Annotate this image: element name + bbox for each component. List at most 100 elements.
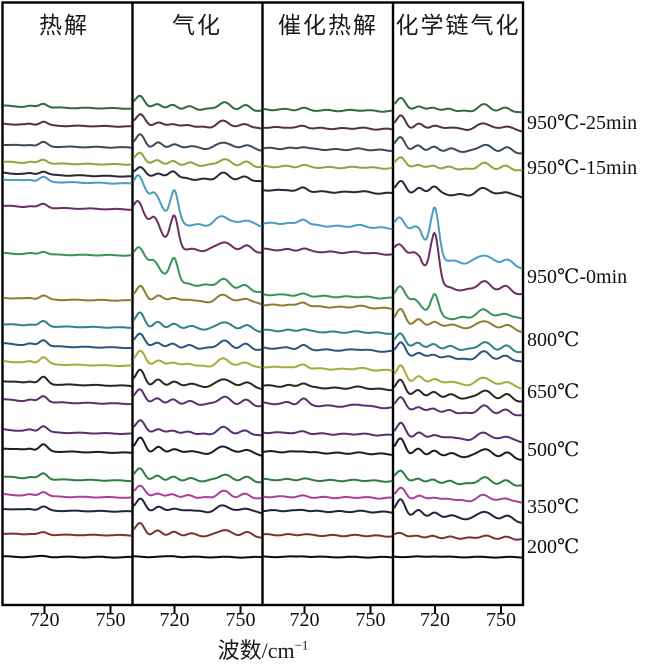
- spectrum-row14-panel4: [393, 396, 523, 417]
- spectrum-row5-panel3: [263, 186, 393, 195]
- spectrum-row10-panel2: [133, 311, 262, 333]
- spectrum-row16-panel2: [133, 436, 262, 457]
- x-tick-label: 720: [29, 609, 60, 631]
- spectrum-row20-panel4: [393, 531, 523, 541]
- spectrum-row10-panel4: [393, 332, 523, 354]
- temperature-label: 950℃-0min: [527, 266, 628, 288]
- spectrum-row10-panel1: [3, 320, 132, 329]
- temperature-label: 950℃-25min: [527, 112, 638, 134]
- spectrum-row13-panel1: [3, 375, 132, 388]
- spectrum-row3-panel1: [3, 140, 132, 149]
- spectrum-row9-panel2: [133, 284, 262, 306]
- spectrum-row17-panel1: [3, 472, 132, 483]
- spectrum-row13-panel2: [133, 368, 262, 390]
- panel-title-pyrolysis: 热解: [39, 13, 89, 38]
- temperature-label: 350℃: [527, 496, 580, 518]
- spectrum-row2-panel4: [393, 114, 523, 133]
- spectrum-row16-panel4: [393, 437, 523, 461]
- x-tick-label: 750: [95, 609, 126, 631]
- spectrum-row21-panel2: [133, 555, 262, 559]
- spectrum-row19-panel3: [263, 508, 393, 514]
- spectrum-row12-panel4: [393, 364, 523, 390]
- spectrum-row14-panel1: [3, 395, 132, 406]
- spectrum-row4-panel4: [393, 156, 523, 172]
- spectrum-row1-panel1: [3, 102, 132, 110]
- spectrum-row12-panel2: [133, 349, 262, 369]
- spectrum-row2-panel3: [263, 124, 393, 131]
- spectrum-row20-panel3: [263, 533, 393, 538]
- x-tick-label: 720: [289, 609, 320, 631]
- spectrum-row5-panel4: [393, 180, 523, 199]
- spectrum-row20-panel2: [133, 522, 262, 539]
- spectrum-row8-panel1: [3, 250, 132, 257]
- spectrum-row6-panel2: [133, 174, 262, 228]
- spectrum-row18-panel3: [263, 494, 393, 500]
- spectrum-row4-panel1: [3, 158, 132, 166]
- spectrum-row9-panel4: [393, 307, 523, 333]
- spectrum-row14-panel3: [263, 397, 393, 410]
- spectrum-row3-panel3: [263, 146, 393, 152]
- spectrum-row16-panel3: [263, 450, 393, 456]
- spectrum-row4-panel2: [133, 151, 262, 169]
- spectrum-row21-panel3: [263, 555, 393, 559]
- temperature-label: 500℃: [527, 439, 580, 461]
- spectrum-row11-panel4: [393, 341, 523, 363]
- spectrum-row8-panel3: [263, 292, 393, 300]
- spectrum-row10-panel3: [263, 328, 393, 335]
- spectrum-row7-panel2: [133, 200, 262, 254]
- spectrum-row5-panel1: [3, 170, 132, 178]
- spectrum-row6-panel3: [263, 218, 393, 230]
- spectrum-row1-panel4: [393, 96, 523, 114]
- panel-title-catalytic-pyrolysis: 催化热解: [278, 13, 378, 38]
- spectrum-row3-panel2: [133, 133, 262, 152]
- spectrum-row8-panel2: [133, 246, 262, 293]
- x-axis-title-text: 波数/cm: [217, 638, 295, 663]
- spectrum-row19-panel2: [133, 497, 262, 514]
- panel-title-gasification: 气化: [172, 13, 222, 38]
- panel-title-chemical-looping: 化学链气化: [395, 13, 521, 38]
- spectrum-row15-panel2: [133, 419, 262, 437]
- spectrum-row6-panel4: [393, 206, 523, 270]
- spectrum-row17-panel4: [393, 469, 523, 487]
- x-tick-label: 750: [355, 609, 386, 631]
- temperature-label: 200℃: [527, 536, 580, 558]
- spectrum-row3-panel4: [393, 136, 523, 155]
- x-axis-title-exponent: −1: [294, 637, 309, 653]
- spectrum-row13-panel3: [263, 382, 393, 392]
- spectrum-row17-panel2: [133, 467, 262, 484]
- spectrum-row5-panel2: [133, 166, 262, 183]
- spectrum-row16-panel1: [3, 443, 132, 454]
- temperature-label: 650℃: [527, 381, 580, 403]
- spectrum-row15-panel3: [263, 430, 393, 437]
- spectrum-row7-panel1: [3, 202, 132, 211]
- spectrum-row13-panel4: [393, 378, 523, 403]
- spectrum-row9-panel3: [263, 301, 393, 310]
- spectrum-row15-panel4: [393, 421, 523, 444]
- spectrum-row1-panel3: [263, 106, 393, 113]
- spectrum-row15-panel1: [3, 425, 132, 435]
- temperature-label: 950℃-15min: [527, 157, 638, 179]
- spectrum-row1-panel2: [133, 94, 262, 112]
- x-tick-label: 720: [420, 609, 450, 631]
- spectrum-row21-panel1: [3, 554, 132, 559]
- spectrum-row20-panel1: [3, 531, 132, 537]
- spectrum-row8-panel4: [393, 285, 523, 321]
- x-tick-label: 750: [486, 609, 516, 631]
- spectrum-row19-panel4: [393, 498, 523, 524]
- spectrum-row4-panel3: [263, 163, 393, 170]
- spectrum-row18-panel2: [133, 484, 262, 500]
- spectrum-row17-panel3: [263, 477, 393, 483]
- spectrum-row11-panel3: [263, 344, 393, 353]
- spectrum-row18-panel1: [3, 491, 132, 499]
- spectrum-row19-panel1: [3, 505, 132, 513]
- spectrum-row2-panel1: [3, 120, 132, 128]
- spectrum-row12-panel3: [263, 363, 393, 372]
- spectrum-row7-panel3: [263, 247, 393, 256]
- spectrum-row21-panel4: [393, 555, 523, 559]
- temperature-label: 800℃: [527, 329, 580, 351]
- x-tick-label: 720: [159, 609, 190, 631]
- spectrum-row9-panel1: [3, 294, 132, 302]
- spectrum-row14-panel2: [133, 388, 262, 408]
